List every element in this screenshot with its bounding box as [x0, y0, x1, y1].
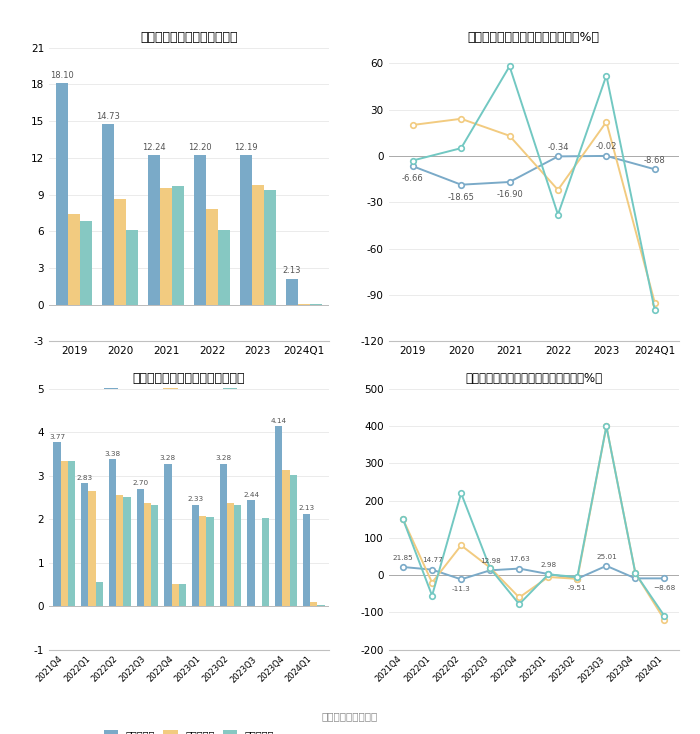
Text: 14.77: 14.77 [421, 557, 442, 563]
Bar [80, 222, 92, 305]
Text: -18.65: -18.65 [448, 192, 475, 202]
Title: 营收、净利同比增长率季度变动情况（%）: 营收、净利同比增长率季度变动情况（%） [466, 372, 602, 385]
Text: 2.44: 2.44 [243, 492, 259, 498]
Text: 18.10: 18.10 [50, 71, 74, 80]
Bar [252, 185, 264, 305]
Bar [275, 426, 282, 606]
Title: 营收、净利季度变动情况（亿元）: 营收、净利季度变动情况（亿元） [133, 372, 245, 385]
Text: 3.77: 3.77 [49, 434, 65, 440]
Text: 3.28: 3.28 [160, 455, 176, 461]
Text: 2.83: 2.83 [77, 475, 93, 481]
Bar [81, 483, 88, 606]
Bar [56, 83, 69, 305]
Bar [282, 470, 290, 606]
Legend: 营业总收入, 归母净利润, 扣非净利润: 营业总收入, 归母净利润, 扣非净利润 [99, 726, 279, 734]
Text: -11.3: -11.3 [452, 586, 470, 592]
Bar [172, 584, 178, 606]
Bar [303, 514, 310, 606]
Bar [69, 214, 81, 305]
Bar [96, 582, 103, 606]
Bar [88, 491, 96, 606]
Bar [178, 584, 186, 606]
Bar [199, 516, 206, 606]
Text: 3.38: 3.38 [104, 451, 120, 457]
Text: 2.98: 2.98 [540, 562, 556, 567]
Bar [160, 189, 172, 305]
Text: -0.02: -0.02 [596, 142, 617, 151]
Bar [114, 200, 126, 305]
Bar [126, 230, 138, 305]
Bar [218, 230, 230, 305]
Bar [192, 505, 199, 606]
Text: 数据来源：恒生聚源: 数据来源：恒生聚源 [322, 711, 378, 721]
Text: 25.01: 25.01 [596, 553, 617, 559]
Text: 12.20: 12.20 [188, 143, 212, 152]
Bar [144, 503, 151, 606]
Text: 12.24: 12.24 [142, 143, 166, 152]
Bar [148, 155, 160, 305]
Title: 历年营收、净利同比增长率情况（%）: 历年营收、净利同比增长率情况（%） [468, 31, 600, 44]
Text: -16.90: -16.90 [496, 190, 523, 199]
Bar [298, 304, 309, 305]
Bar [206, 209, 218, 305]
Text: 2.70: 2.70 [132, 480, 148, 487]
Bar [206, 517, 214, 606]
Bar [53, 443, 61, 606]
Text: 2.33: 2.33 [188, 496, 204, 502]
Bar [262, 518, 269, 606]
Text: -6.66: -6.66 [402, 174, 424, 183]
Legend: 营业总收入同比增长率, 归母净利润同比增长率, 扣非净利润同比增长率: 营业总收入同比增长率, 归母净利润同比增长率, 扣非净利润同比增长率 [395, 386, 556, 416]
Bar [68, 461, 75, 606]
Bar [172, 186, 184, 305]
Text: 2.13: 2.13 [298, 505, 314, 511]
Text: 4.14: 4.14 [271, 418, 287, 424]
Bar [234, 505, 241, 606]
Bar [310, 603, 317, 606]
Text: -0.34: -0.34 [547, 142, 568, 152]
Text: -8.68: -8.68 [644, 156, 666, 164]
Bar [290, 475, 297, 606]
Bar [136, 489, 144, 606]
Legend: 营业总收入, 归母净利润, 扣非净利润: 营业总收入, 归母净利润, 扣非净利润 [99, 383, 279, 401]
Bar [220, 464, 227, 606]
Bar [286, 279, 298, 305]
Bar [227, 503, 235, 606]
Bar [123, 497, 130, 606]
Text: -9.51: -9.51 [568, 585, 587, 591]
Text: 12.98: 12.98 [480, 558, 500, 564]
Text: −8.68: −8.68 [653, 585, 676, 591]
Bar [264, 189, 276, 305]
Text: 12.19: 12.19 [234, 143, 258, 153]
Bar [116, 495, 123, 606]
Text: 21.85: 21.85 [393, 555, 414, 561]
Bar [151, 504, 158, 606]
Bar [240, 156, 252, 305]
Text: 14.73: 14.73 [97, 112, 120, 121]
Text: 17.63: 17.63 [509, 556, 530, 562]
Title: 历年营收、净利情况（亿元）: 历年营收、净利情况（亿元） [140, 31, 238, 44]
Bar [248, 500, 255, 606]
Bar [61, 461, 68, 606]
Text: 3.28: 3.28 [216, 455, 232, 461]
Bar [164, 464, 172, 606]
Bar [102, 125, 114, 305]
Bar [194, 156, 206, 305]
Bar [109, 459, 116, 606]
Text: 2.13: 2.13 [283, 266, 301, 275]
